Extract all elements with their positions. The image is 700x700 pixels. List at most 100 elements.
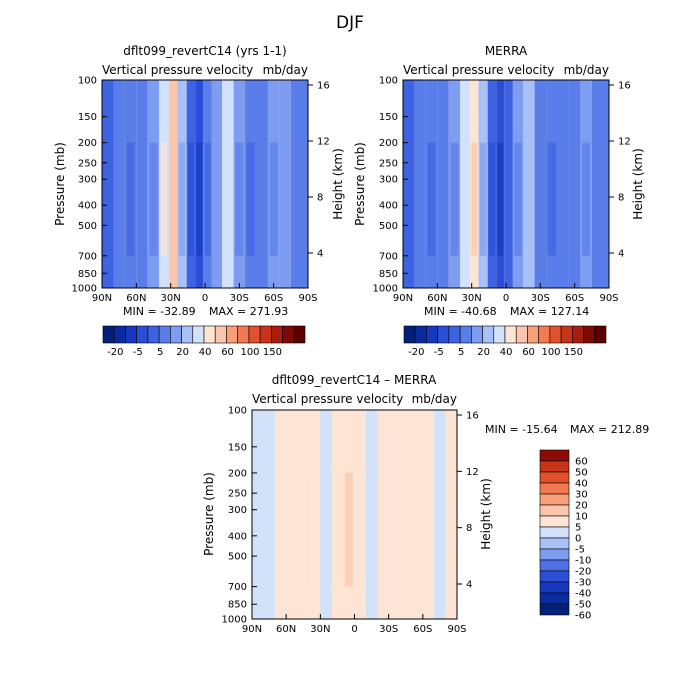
data-column-core	[514, 142, 522, 256]
y-tick-label: 250	[78, 158, 97, 169]
colorbar-label: 20	[575, 501, 588, 512]
data-column-core	[390, 472, 399, 587]
panel-model-ylabel-right: Height (km)	[331, 148, 345, 219]
data-column-core	[559, 142, 568, 256]
colorbar-swatch	[538, 325, 551, 344]
data-column-core	[196, 142, 203, 256]
data-column-core	[246, 142, 255, 256]
panel-merra-ylabel-right: Height (km)	[631, 148, 645, 219]
y-tick-label: 100	[228, 406, 247, 417]
colorbar-swatch	[459, 325, 472, 344]
y-tick-label: 400	[78, 201, 97, 212]
data-column-core	[310, 472, 319, 587]
colorbar-label: 5	[157, 347, 163, 358]
colorbar-label: 60	[575, 457, 588, 468]
x-tick-label: 30N	[310, 624, 330, 635]
panel-model-colorbar: -20 -5 5 20 40 60 100 150	[102, 325, 306, 358]
x-tick-label: 30N	[462, 293, 482, 304]
y-tick-label: 1000	[72, 284, 97, 295]
y-tick-label: 150	[78, 112, 97, 123]
data-column-core	[435, 472, 444, 587]
y-right-tick-label: 16	[317, 81, 330, 92]
y-right-tick-label: 12	[618, 137, 631, 148]
panel-merra-min: MIN = -40.68	[424, 305, 497, 318]
colorbar-swatch	[527, 325, 539, 344]
y-tick-label: 100	[78, 76, 97, 87]
y-tick-label: 400	[228, 531, 247, 542]
colorbar-swatch	[572, 325, 584, 344]
colorbar-label: -20	[408, 347, 424, 358]
colorbar-swatch	[403, 325, 416, 344]
colorbar-label: 30	[575, 490, 588, 501]
colorbar-swatch	[192, 325, 205, 344]
data-column-core	[235, 142, 244, 256]
data-column-core	[547, 142, 556, 256]
colorbar-swatch	[448, 325, 461, 344]
colorbar-swatch	[515, 325, 528, 344]
panel-diff: dflt099_revertC14 – MERRA Vertical press…	[202, 373, 649, 635]
colorbar-label: 40	[575, 479, 588, 490]
colorbar-swatch	[539, 592, 570, 605]
colorbar-swatch	[136, 325, 149, 344]
colorbar-swatch	[493, 325, 506, 344]
colorbar-swatch	[504, 325, 517, 344]
x-tick-label: 90S	[599, 293, 618, 304]
data-column-core	[594, 142, 607, 256]
data-column-core	[401, 472, 410, 587]
y-tick-label: 200	[228, 468, 247, 479]
panel-diff-ylabel: Pressure (mb)	[202, 472, 216, 556]
colorbar-swatch	[214, 325, 227, 344]
data-column-core	[427, 142, 436, 256]
x-tick-label: 90N	[92, 293, 112, 304]
panel-model-subtitle: Vertical pressure velocity	[102, 63, 253, 77]
panel-diff-subtitle: Vertical pressure velocity	[252, 392, 403, 406]
data-column-core	[103, 142, 112, 256]
y-tick-label: 700	[78, 251, 97, 262]
y-tick-label: 1000	[373, 284, 398, 295]
figure-title: DJF	[336, 13, 364, 33]
y-tick-label: 300	[379, 175, 398, 186]
colorbar-swatch	[539, 526, 570, 539]
colorbar-label: 40	[500, 347, 513, 358]
x-tick-label: 0	[202, 293, 208, 304]
data-column-core	[170, 142, 177, 256]
panel-model-plot: 90N 60N 30N 0 30S 60S 90S 100 150 200 250 300 400 500…	[72, 76, 330, 305]
colorbar-swatch	[539, 581, 570, 594]
colorbar-label: 40	[199, 347, 212, 358]
colorbar-swatch	[237, 325, 250, 344]
colorbar-label: 5	[458, 347, 464, 358]
x-tick-label: 90S	[447, 624, 466, 635]
y-tick-label: 200	[78, 138, 97, 149]
colorbar-swatch	[102, 325, 115, 344]
y-tick-label: 850	[78, 269, 97, 280]
colorbar-swatch	[539, 460, 570, 473]
y-tick-label: 500	[228, 552, 247, 563]
colorbar-swatch	[147, 325, 160, 344]
data-column-core	[439, 142, 448, 256]
colorbar-swatch	[539, 603, 570, 616]
y-tick-label: 200	[379, 138, 398, 149]
data-column-core	[115, 142, 124, 256]
colorbar-label: -5	[133, 347, 143, 358]
y-tick-label: 250	[379, 158, 398, 169]
colorbar-swatch	[158, 325, 171, 344]
colorbar-swatch	[471, 325, 483, 344]
panel-diff-title: dflt099_revertC14 – MERRA	[272, 373, 437, 387]
data-column-core	[333, 472, 342, 587]
colorbar-swatch	[594, 325, 607, 344]
colorbar-swatch	[181, 325, 194, 344]
colorbar-swatch	[549, 325, 562, 344]
colorbar-swatch	[539, 515, 570, 528]
panel-merra-ylabel: Pressure (mb)	[353, 142, 367, 226]
colorbar-swatch	[248, 325, 261, 344]
panel-merra: MERRA Vertical pressure velocity mb/day …	[353, 44, 645, 358]
panel-diff-ylabel-right: Height (km)	[479, 478, 493, 549]
colorbar-label: 10	[575, 512, 588, 523]
colorbar-swatch	[414, 325, 427, 344]
data-column-core	[416, 142, 425, 256]
y-right-tick-label: 4	[317, 249, 323, 260]
colorbar-label: 150	[263, 347, 282, 358]
colorbar-label: -60	[575, 611, 591, 622]
x-tick-label: 90N	[393, 293, 413, 304]
data-column-core	[471, 142, 478, 256]
